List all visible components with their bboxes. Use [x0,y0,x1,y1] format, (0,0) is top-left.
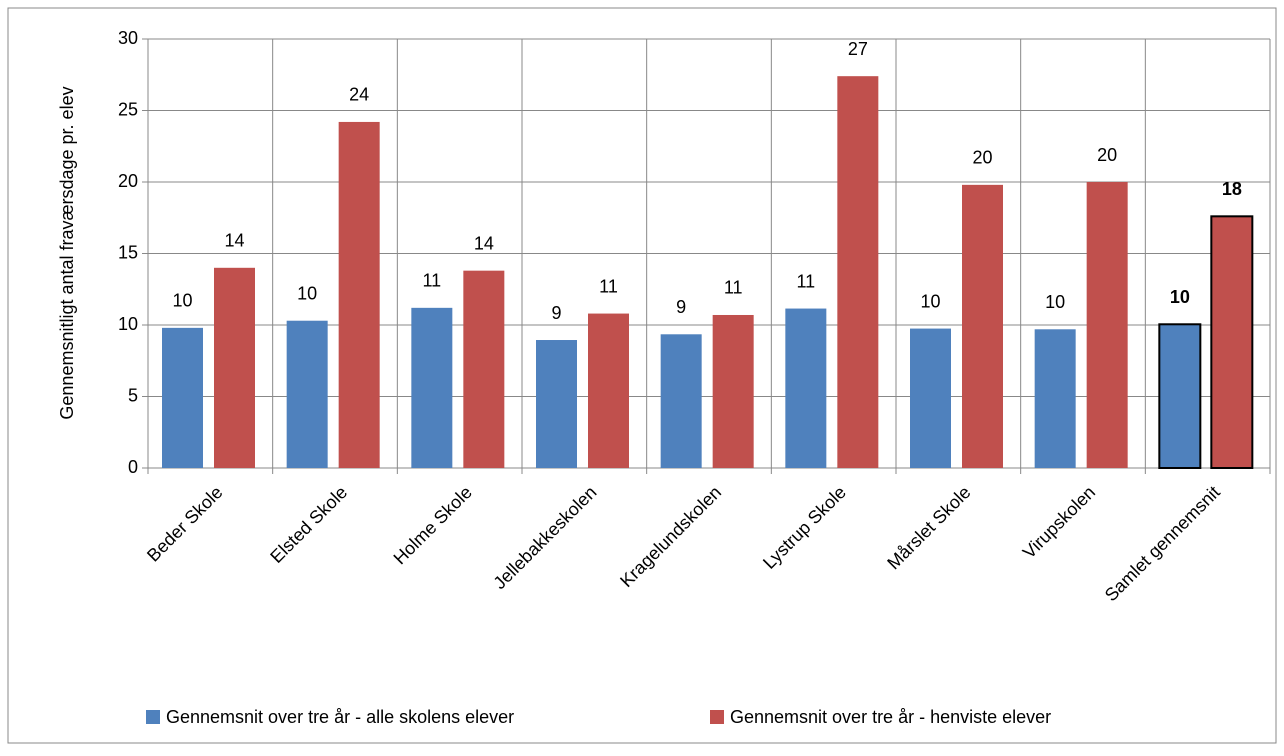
bar [1158,323,1202,469]
bar [536,340,577,468]
legend-swatch [146,710,160,724]
legend-label: Gennemsnit over tre år - henviste elever [730,707,1051,727]
value-label: 11 [599,276,618,296]
bar [588,313,629,468]
bar [463,270,505,468]
bar [338,121,380,468]
value-label: 10 [1170,287,1190,307]
y-tick-label: 0 [128,457,138,477]
value-label: 10 [920,291,940,311]
y-tick-label: 20 [118,171,138,191]
bar [1086,182,1128,468]
y-tick-label: 10 [118,314,138,334]
bar [962,184,1003,469]
bar [910,328,951,468]
bar [214,267,255,468]
bar [286,320,328,468]
value-label: 20 [1097,145,1117,165]
bar [411,307,453,468]
value-label: 10 [172,291,192,311]
y-tick-label: 15 [118,242,138,262]
y-tick-label: 5 [128,385,138,405]
value-label: 11 [796,271,815,291]
y-axis-title: Gennemsnitligt antal fraværsdage pr. ele… [57,86,77,419]
bar [162,327,203,468]
value-label: 20 [972,148,992,168]
bar [837,76,879,469]
value-label: 14 [474,233,494,253]
legend-label: Gennemsnit over tre år - alle skolens el… [166,707,514,727]
y-tick-label: 30 [118,28,138,48]
bar [1034,329,1076,468]
bar [712,314,754,468]
value-label: 11 [422,271,441,291]
value-label: 24 [349,85,369,105]
value-label: 14 [224,231,244,251]
value-label: 9 [551,303,561,323]
legend-swatch [710,710,724,724]
bar [660,334,702,468]
value-label: 27 [848,39,868,59]
value-label: 10 [297,283,317,303]
bar [1210,215,1254,469]
value-label: 9 [676,297,686,317]
value-label: 10 [1045,292,1065,312]
value-label: 11 [724,278,743,298]
value-label: 18 [1222,179,1242,199]
y-tick-label: 25 [118,99,138,119]
bar [785,308,827,468]
